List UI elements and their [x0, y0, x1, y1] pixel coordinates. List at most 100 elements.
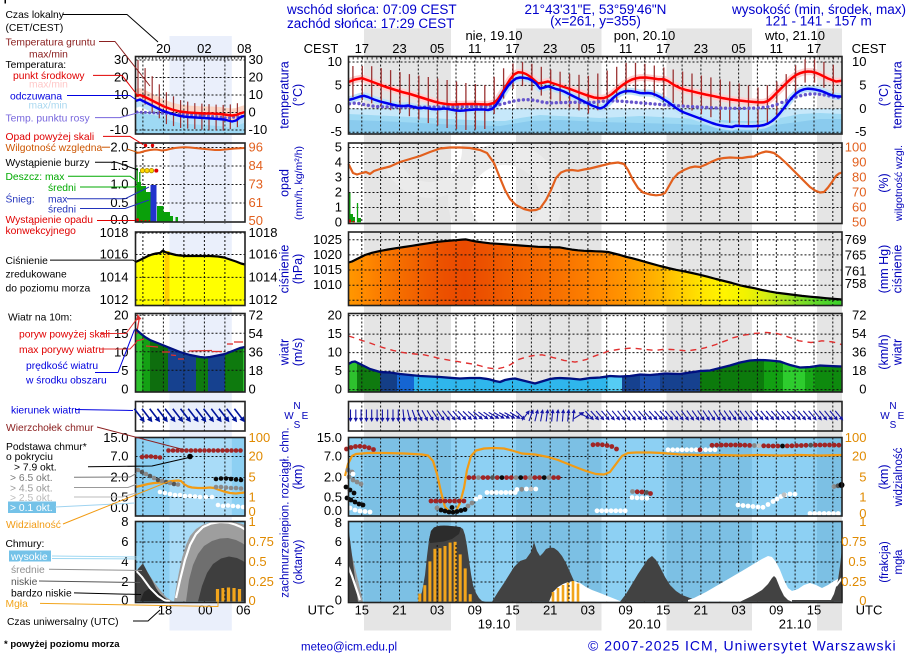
svg-text:Wystąpienie burzy: Wystąpienie burzy — [6, 158, 91, 169]
svg-text:1: 1 — [249, 514, 256, 529]
svg-text:4: 4 — [335, 155, 342, 170]
svg-text:ciśnienie: ciśnienie — [278, 245, 292, 294]
svg-text:wiatr: wiatr — [891, 339, 905, 366]
svg-text:4: 4 — [335, 554, 342, 569]
svg-text:765: 765 — [845, 248, 867, 263]
svg-text:15: 15 — [505, 603, 519, 618]
svg-text:(hPa): (hPa) — [291, 254, 305, 285]
svg-text:10: 10 — [328, 345, 342, 360]
svg-text:1012: 1012 — [249, 292, 278, 307]
svg-text:09: 09 — [769, 603, 783, 618]
svg-text:5: 5 — [335, 77, 342, 92]
svg-text:2: 2 — [335, 574, 342, 589]
svg-text:761: 761 — [845, 264, 867, 279]
svg-text:15: 15 — [355, 603, 369, 618]
svg-text:1: 1 — [249, 490, 256, 505]
svg-text:CEST: CEST — [852, 41, 887, 56]
svg-text:Wilgotność względna: Wilgotność względna — [6, 143, 103, 154]
svg-text:© 2007-2025 ICM, Uniwersytet W: © 2007-2025 ICM, Uniwersytet Warszawski — [588, 638, 897, 654]
svg-text:(km): (km) — [877, 465, 891, 490]
svg-text:15: 15 — [807, 603, 821, 618]
svg-text:18: 18 — [249, 363, 263, 378]
svg-text:05: 05 — [731, 41, 745, 56]
svg-text:kierunek wiatru: kierunek wiatru — [11, 405, 81, 416]
svg-text:Wystąpienie opadu: Wystąpienie opadu — [6, 215, 94, 226]
svg-text:UTC: UTC — [308, 603, 335, 618]
svg-text:100: 100 — [845, 430, 867, 445]
svg-text:W: W — [284, 411, 294, 422]
svg-text:średni: średni — [48, 183, 76, 194]
svg-text:mgła: mgła — [893, 549, 905, 575]
svg-text:03: 03 — [731, 603, 745, 618]
svg-text:1010: 1010 — [313, 277, 342, 292]
svg-text:pion. rozciągł. chm.: pion. rozciągł. chm. — [280, 427, 292, 526]
svg-text:bardzo niskie: bardzo niskie — [11, 589, 72, 600]
svg-text:09: 09 — [468, 603, 482, 618]
svg-text:(frakcja): (frakcja) — [879, 541, 891, 583]
svg-text:4: 4 — [121, 554, 128, 569]
svg-text:1018: 1018 — [100, 225, 129, 240]
svg-text:S: S — [890, 420, 897, 431]
svg-text:Temp. punktu rosy: Temp. punktu rosy — [6, 113, 91, 124]
svg-text:73: 73 — [249, 177, 263, 192]
svg-text:Wiatr na 10m:: Wiatr na 10m: — [8, 312, 72, 323]
svg-text:1014: 1014 — [100, 269, 129, 284]
svg-text:03: 03 — [430, 603, 444, 618]
svg-text:(m/s): (m/s) — [291, 338, 305, 366]
svg-text:zachmurzenie: zachmurzenie — [280, 526, 292, 598]
svg-text:ciśnienie: ciśnienie — [891, 245, 905, 294]
svg-text:1015: 1015 — [313, 262, 342, 277]
svg-text:2: 2 — [335, 185, 342, 200]
svg-text:10: 10 — [852, 54, 866, 69]
svg-text:5: 5 — [335, 140, 342, 155]
svg-text:21°43'31"E, 53°59'46"N: 21°43'31"E, 53°59'46"N — [525, 2, 667, 17]
svg-text:72: 72 — [852, 308, 866, 323]
svg-text:meteo@icm.edu.pl: meteo@icm.edu.pl — [301, 642, 397, 654]
svg-text:opad: opad — [278, 169, 292, 197]
svg-text:* powyżej poziomu morza: * powyżej poziomu morza — [4, 639, 120, 650]
svg-text:100: 100 — [249, 430, 271, 445]
svg-text:84: 84 — [249, 158, 263, 173]
svg-text:1: 1 — [335, 200, 342, 215]
svg-text:0.0: 0.0 — [110, 212, 128, 227]
svg-text:17: 17 — [505, 41, 519, 56]
svg-text:15: 15 — [328, 326, 342, 341]
svg-text:Mgła: Mgła — [6, 599, 29, 610]
svg-text:> 0.1 okt.: > 0.1 okt. — [10, 503, 53, 514]
svg-text:8: 8 — [335, 515, 342, 530]
svg-text:23: 23 — [392, 41, 406, 56]
svg-text:Ciśnienie: Ciśnienie — [6, 256, 49, 267]
svg-text:1016: 1016 — [100, 247, 129, 262]
svg-text:36: 36 — [249, 345, 263, 360]
svg-text:21: 21 — [392, 603, 406, 618]
svg-text:18: 18 — [158, 603, 172, 618]
svg-text:7.0: 7.0 — [324, 449, 342, 464]
svg-text:0: 0 — [249, 382, 256, 397]
svg-text:0: 0 — [121, 382, 128, 397]
svg-text:20: 20 — [328, 308, 342, 323]
svg-text:(km/h): (km/h) — [877, 334, 891, 369]
svg-text:punkt środkowy: punkt środkowy — [13, 71, 85, 82]
svg-text:Chmury:: Chmury: — [6, 539, 45, 550]
svg-text:S: S — [294, 420, 301, 431]
svg-text:max/min: max/min — [29, 79, 68, 90]
svg-text:17: 17 — [807, 41, 821, 56]
svg-text:-10: -10 — [110, 122, 129, 137]
svg-text:0: 0 — [335, 101, 342, 116]
svg-text:> 6.5 okt.: > 6.5 okt. — [10, 473, 53, 484]
svg-text:temperatura: temperatura — [278, 61, 292, 128]
svg-text:70: 70 — [852, 185, 866, 200]
svg-text:5: 5 — [859, 470, 866, 485]
svg-text:0: 0 — [335, 593, 342, 608]
svg-text:11: 11 — [468, 41, 482, 56]
svg-text:23: 23 — [543, 41, 557, 56]
svg-text:90: 90 — [852, 155, 866, 170]
svg-text:0.5: 0.5 — [249, 554, 267, 569]
svg-text:0: 0 — [859, 506, 866, 521]
svg-text:20.10: 20.10 — [628, 616, 661, 631]
svg-text:10: 10 — [114, 87, 128, 102]
svg-text:(km): (km) — [291, 465, 305, 490]
svg-text:0.75: 0.75 — [841, 534, 866, 549]
svg-text:nie, 19.10: nie, 19.10 — [465, 28, 522, 43]
svg-text:21: 21 — [694, 603, 708, 618]
